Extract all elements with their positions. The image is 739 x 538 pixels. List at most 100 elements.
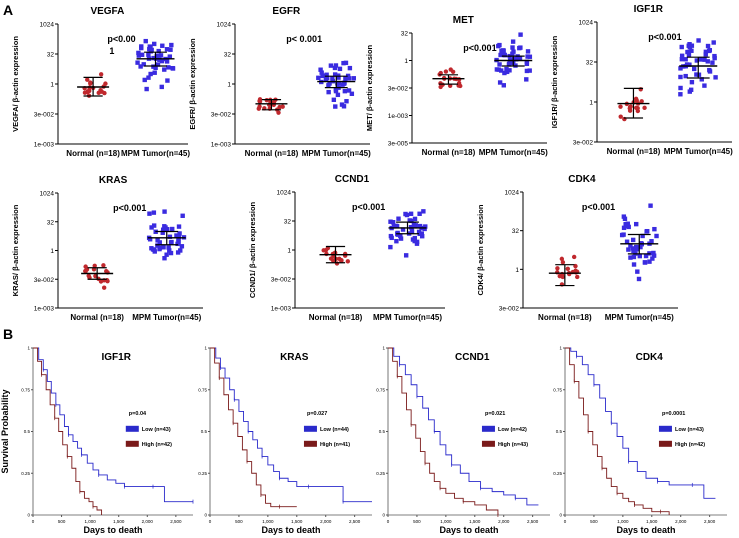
- met-tumor-point: [504, 69, 510, 75]
- kras-tumor-point: [167, 248, 172, 253]
- egfr-tumor-point: [316, 75, 321, 81]
- kras-normal-point: [98, 279, 104, 284]
- egfr-tumor-point: [343, 76, 348, 81]
- km_ccnd1-ytick-label: 1: [382, 346, 385, 351]
- cdk4-normal-point: [573, 268, 578, 273]
- cdk4-tumor-point: [652, 226, 657, 232]
- cdk4-tumor-point: [640, 233, 645, 239]
- km_kras-xtick-label: 1,000: [262, 519, 274, 524]
- igf1r-tumor-point: [689, 48, 694, 53]
- met-ytick-label: 1e-003: [388, 113, 409, 120]
- vegfa-normal-point: [87, 85, 92, 90]
- km_ccnd1-xtick-label: 2,500: [527, 519, 539, 524]
- egfr-tumor-point: [333, 104, 338, 109]
- km_ccnd1-xtick-label: 500: [413, 519, 421, 524]
- km_igf1r-legend-swatch: [125, 440, 139, 447]
- km_igf1r-curve-high: [33, 347, 103, 515]
- vegfa-tumor-point: [164, 59, 170, 64]
- vegfa-tumor-point: [159, 84, 164, 90]
- kras-tumor-point: [176, 234, 182, 240]
- kras-tumor-point: [149, 225, 154, 230]
- igf1r-pvalue: p<0.001: [648, 32, 681, 42]
- kras-ytick-label: 32: [47, 219, 55, 226]
- egfr-tumor-point: [341, 104, 347, 109]
- vegfa-tumor-point: [135, 60, 140, 65]
- kras-tumor-point: [167, 234, 173, 239]
- cdk4-normal-point: [559, 256, 565, 262]
- igf1r-ytick-label: 1024: [579, 20, 594, 27]
- kras-ytick-label: 3e-002: [34, 277, 55, 284]
- km_ccnd1-xlabel: Days to death: [439, 525, 498, 535]
- vegfa-tumor-point: [136, 50, 141, 56]
- met-tumor-point: [525, 54, 530, 59]
- cdk4-tumor-point: [621, 225, 627, 231]
- egfr-normal-point: [257, 97, 263, 102]
- km_kras-xtick-label: 500: [235, 519, 243, 524]
- km_ccnd1-pvalue: p=0.021: [485, 411, 505, 417]
- vegfa-ytick-label: 1024: [40, 22, 55, 29]
- cdk4-tumor-point: [628, 243, 633, 248]
- egfr-tumor-point: [341, 81, 347, 86]
- met-ytick-label: 3e-002: [388, 86, 409, 93]
- vegfa-tumor-point: [152, 41, 157, 47]
- km_ccnd1-title: CCND1: [455, 352, 490, 363]
- vegfa-tumor-point: [170, 65, 175, 71]
- cdk4-tumor-point: [630, 246, 636, 251]
- igf1r-category-label: Normal (n=18): [607, 147, 661, 156]
- km_cdk4-legend-swatch: [658, 440, 672, 447]
- met-tumor-point: [525, 49, 531, 54]
- km_kras-title: KRAS: [280, 352, 309, 363]
- met-tumor-point: [524, 77, 529, 82]
- igf1r-tumor-point: [686, 52, 692, 58]
- km_cdk4-title: CDK4: [636, 352, 664, 363]
- cdk4-tumor-point: [650, 256, 655, 261]
- km_igf1r-pvalue: p=0.04: [129, 411, 147, 417]
- km_cdk4-curve-high: [565, 347, 670, 515]
- egfr-tumor-point: [346, 76, 352, 81]
- kras-tumor-point: [151, 210, 157, 215]
- kras-tumor-point: [151, 223, 157, 228]
- egfr-tumor-point: [319, 70, 324, 75]
- km_kras-legend-label: High (n=41): [320, 442, 350, 448]
- met-normal-point: [450, 69, 456, 74]
- vegfa-tumor-point: [151, 55, 156, 61]
- km_kras-legend-label: Low (n=44): [320, 427, 349, 433]
- igf1r-tumor-point: [678, 66, 683, 71]
- vegfa-normal-point: [82, 90, 88, 95]
- ccnd1-tumor-point: [394, 238, 399, 244]
- ccnd1-tumor-point: [394, 224, 400, 229]
- km_igf1r-ytick-label: 0.5: [24, 429, 31, 434]
- ccnd1-tumor-point: [413, 223, 418, 228]
- vegfa-tumor-point: [160, 43, 165, 48]
- km_ccnd1-curve-low: [388, 347, 539, 506]
- egfr-tumor-point: [341, 60, 346, 66]
- vegfa-normal-point: [87, 88, 92, 94]
- km_kras-xtick-label: 0: [209, 519, 212, 524]
- cdk4-tumor-point: [651, 253, 657, 258]
- igf1r-tumor-point: [688, 87, 694, 92]
- ccnd1-tumor-point: [390, 220, 396, 225]
- igf1r-tumor-point: [696, 38, 701, 43]
- cdk4-ytick-label: 3e-002: [499, 306, 520, 313]
- egfr-normal-point: [257, 104, 262, 109]
- kras-normal-point: [83, 269, 88, 274]
- vegfa-tumor-point: [165, 78, 170, 83]
- cdk4-ytick-label: 1024: [505, 190, 520, 197]
- egfr-normal-point: [276, 110, 281, 115]
- km_igf1r-title: IGF1R: [101, 352, 131, 363]
- kras-tumor-point: [155, 243, 160, 248]
- cdk4-tumor-point: [631, 248, 636, 254]
- cdk4-ytick-label: 32: [512, 228, 520, 235]
- met-ytick-label: 1: [404, 58, 408, 65]
- met-tumor-point: [494, 67, 500, 72]
- igf1r-normal-point: [642, 105, 647, 111]
- km_ccnd1-ytick-label: 0: [382, 513, 385, 518]
- kras-tumor-point: [176, 224, 182, 229]
- km_cdk4-xtick-label: 1,500: [646, 519, 658, 524]
- ccnd1-tumor-point: [417, 211, 422, 216]
- vegfa-tumor-point: [153, 65, 158, 71]
- egfr-ytick-label: 3e-002: [211, 112, 232, 119]
- met-tumor-point: [502, 52, 507, 58]
- vegfa-tumor-point: [162, 67, 167, 72]
- igf1r-ytick-label: 32: [586, 60, 594, 67]
